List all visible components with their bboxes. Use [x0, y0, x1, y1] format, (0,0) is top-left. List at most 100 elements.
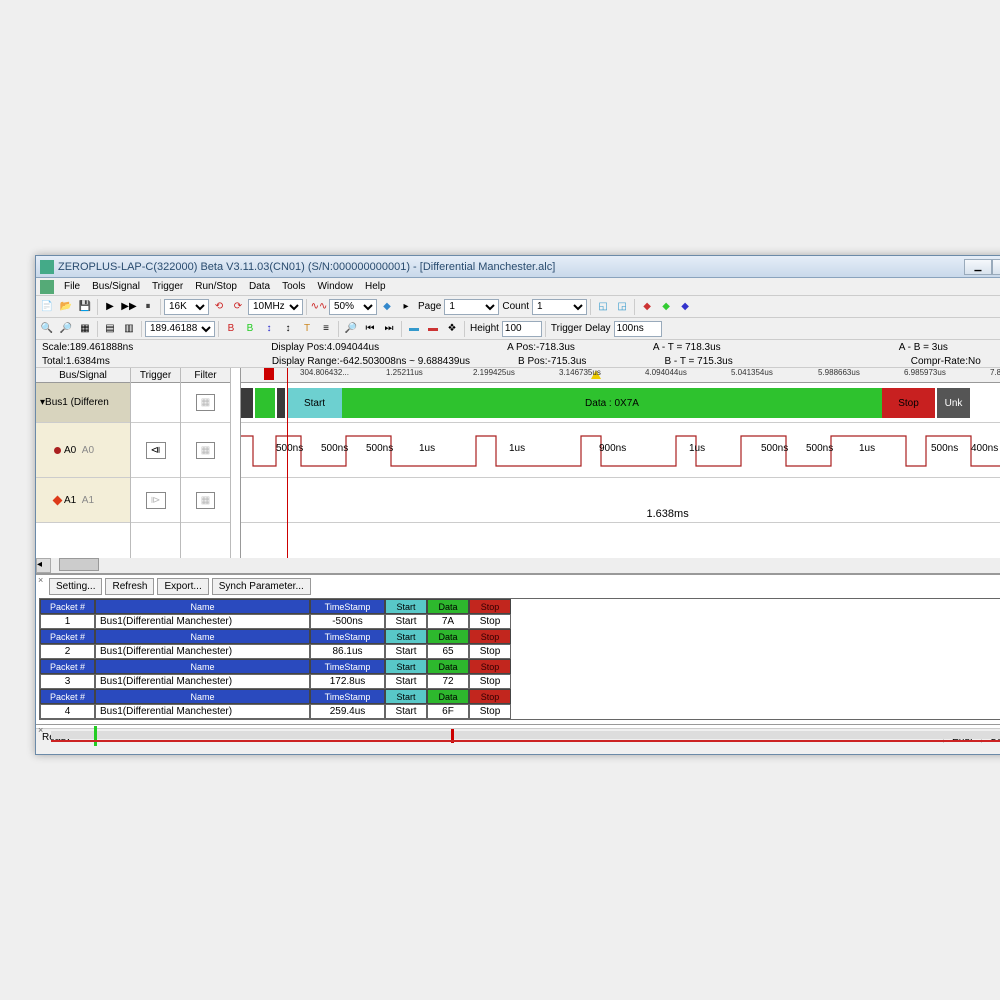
packet-list[interactable]: Packet #NameTimeStampStartDataStop1Bus1(… [39, 598, 1000, 720]
packet-panel: × Setting...RefreshExport...Synch Parame… [36, 573, 1000, 728]
sample-depth-select[interactable]: 16K [164, 299, 209, 315]
table-row[interactable]: 1Bus1(Differential Manchester)-500nsStar… [40, 614, 1000, 629]
packet-header-cell: Start [385, 659, 427, 674]
scale-select[interactable]: 189.46188 [145, 321, 215, 337]
trig-a1[interactable]: ⧐ [131, 478, 180, 523]
b4-icon[interactable]: ↕ [279, 320, 297, 338]
menu-file[interactable]: File [58, 280, 86, 293]
menu-bussignal[interactable]: Bus/Signal [86, 280, 146, 293]
count-select[interactable]: 1 [532, 299, 587, 315]
nav-overview[interactable]: × [36, 724, 1000, 728]
rate-select[interactable]: 10MHz [248, 299, 303, 315]
pulse-time-label: 500ns [276, 443, 303, 454]
wave-icon[interactable]: ∿∿ [310, 298, 328, 316]
flt-a0[interactable]: ▦ [181, 423, 230, 478]
t2-icon[interactable]: ◲ [613, 298, 631, 316]
signal-hscroll[interactable]: ◂ ▸ [36, 558, 1000, 573]
nav-mark-b[interactable] [94, 726, 97, 746]
t3-icon[interactable]: ◆ [638, 298, 656, 316]
g3-icon[interactable]: ❖ [443, 320, 461, 338]
prev-icon[interactable]: ⏮ [361, 320, 379, 338]
flt-bus1[interactable]: ▦ [181, 383, 230, 423]
packet-header-cell: Stop [469, 629, 511, 644]
packet-cell: 172.8us [310, 674, 385, 689]
compress-select[interactable]: 50% [329, 299, 377, 315]
packet-cell: Stop [469, 704, 511, 719]
g1-icon[interactable]: ▬ [405, 320, 423, 338]
grid-icon[interactable]: ▤ [101, 320, 119, 338]
menu-data[interactable]: Data [243, 280, 276, 293]
grid2-icon[interactable]: ▥ [120, 320, 138, 338]
export-button[interactable]: Export... [157, 578, 208, 595]
fit-icon[interactable]: ▦ [76, 320, 94, 338]
ff-icon[interactable]: ▶▶ [120, 298, 138, 316]
zoom-icon[interactable]: ⟲ [210, 298, 228, 316]
packet-cell: 1 [40, 614, 95, 629]
menu-runstop[interactable]: Run/Stop [189, 280, 243, 293]
packet-cell: 2 [40, 644, 95, 659]
cursor-t[interactable] [287, 368, 288, 558]
pulse-time-label: 500ns [931, 443, 958, 454]
bus1-row[interactable]: ▾ Bus1 (Differen [36, 383, 130, 423]
next-icon[interactable]: ⏭ [380, 320, 398, 338]
synchparameter-button[interactable]: Synch Parameter... [212, 578, 311, 595]
table-row[interactable]: 4Bus1(Differential Manchester)259.4usSta… [40, 704, 1000, 719]
packet-cell: Bus1(Differential Manchester) [95, 674, 310, 689]
trig-a0[interactable]: ⧏ [131, 423, 180, 478]
t1-icon[interactable]: ◱ [594, 298, 612, 316]
menu-window[interactable]: Window [311, 280, 359, 293]
packet-cell: 86.1us [310, 644, 385, 659]
open-icon[interactable]: 📂 [57, 298, 75, 316]
find-icon[interactable]: 🔎 [342, 320, 360, 338]
refresh-button[interactable]: Refresh [105, 578, 154, 595]
ruler-tick: 5.041354us [731, 368, 773, 377]
trigdelay-input[interactable] [614, 321, 662, 337]
trigger-marker[interactable] [264, 368, 274, 380]
a0-waveform: 500ns500ns500ns1us1us900ns1us500ns500ns1… [241, 423, 1000, 478]
save-icon[interactable]: 💾 [76, 298, 94, 316]
zoomin-icon[interactable]: 🔍 [38, 320, 56, 338]
ruler-tick: 304.806432... [300, 368, 349, 377]
packet-cell: 4 [40, 704, 95, 719]
table-row[interactable]: 2Bus1(Differential Manchester)86.1usStar… [40, 644, 1000, 659]
scroll-thumb[interactable] [59, 558, 99, 571]
scroll-left-btn[interactable]: ◂ [36, 558, 51, 573]
g2-icon[interactable]: ▬ [424, 320, 442, 338]
page-select[interactable]: 1 [444, 299, 499, 315]
a0-row[interactable]: A0 A0 [36, 423, 130, 478]
a1-row[interactable]: A1 A1 [36, 478, 130, 523]
t5-icon[interactable]: ◆ [676, 298, 694, 316]
setting-button[interactable]: Setting... [49, 578, 102, 595]
new-icon[interactable]: 📄 [38, 298, 56, 316]
pause-icon[interactable]: ⏸ [139, 298, 157, 316]
b5-icon[interactable]: T [298, 320, 316, 338]
height-input[interactable] [502, 321, 542, 337]
panel-close-icon[interactable]: × [38, 575, 43, 585]
b1-icon[interactable]: B [222, 320, 240, 338]
menu-trigger[interactable]: Trigger [146, 280, 189, 293]
waveform-area: Bus/Signal ▾ Bus1 (Differen A0 A0 A1 A1 … [36, 368, 1000, 558]
b3-icon[interactable]: ↕ [260, 320, 278, 338]
menu-tools[interactable]: Tools [276, 280, 311, 293]
wave-canvas[interactable]: 304.806432...1.25211us2.199425us3.146735… [241, 368, 1000, 558]
menu-help[interactable]: Help [359, 280, 392, 293]
packet-header-cell: Packet # [40, 659, 95, 674]
flt-a1[interactable]: ▦ [181, 478, 230, 523]
minimize-button[interactable]: ▁ [964, 259, 992, 275]
t4-icon[interactable]: ◆ [657, 298, 675, 316]
b6-icon[interactable]: ≡ [317, 320, 335, 338]
zoomout-icon[interactable]: 🔎 [57, 320, 75, 338]
trig-bus1[interactable] [131, 383, 180, 423]
maximize-button[interactable]: □ [992, 259, 1000, 275]
packet-header-cell: TimeStamp [310, 629, 385, 644]
bus-segment-unk: Unk [937, 388, 970, 418]
nav-right-icon[interactable]: ▸ [397, 298, 415, 316]
zoom2-icon[interactable]: ⟳ [229, 298, 247, 316]
b2-icon[interactable]: B [241, 320, 259, 338]
nav-close-icon[interactable]: × [38, 725, 43, 735]
table-row[interactable]: 3Bus1(Differential Manchester)172.8usSta… [40, 674, 1000, 689]
bus-segment-dark [241, 388, 253, 418]
col-trigger-header: Trigger [131, 368, 180, 383]
play-icon[interactable]: ▶ [101, 298, 119, 316]
nav-left-icon[interactable]: ◆ [378, 298, 396, 316]
